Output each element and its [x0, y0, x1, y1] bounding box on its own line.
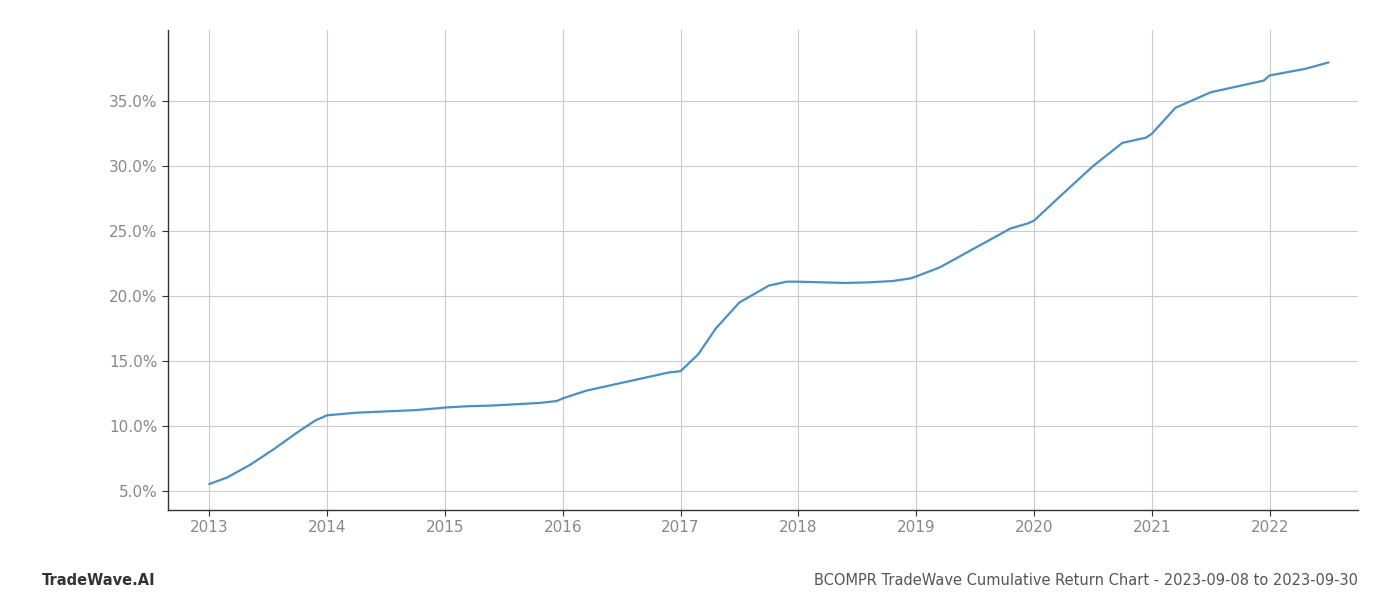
Text: BCOMPR TradeWave Cumulative Return Chart - 2023-09-08 to 2023-09-30: BCOMPR TradeWave Cumulative Return Chart…	[813, 573, 1358, 588]
Text: TradeWave.AI: TradeWave.AI	[42, 573, 155, 588]
